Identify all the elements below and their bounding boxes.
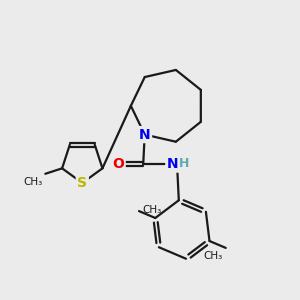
Text: CH₃: CH₃ [142, 205, 162, 214]
Text: N: N [139, 128, 151, 142]
Text: H: H [178, 157, 189, 170]
Text: CH₃: CH₃ [24, 177, 43, 187]
Text: CH₃: CH₃ [204, 251, 223, 261]
Text: N: N [167, 157, 178, 171]
Text: O: O [112, 157, 124, 171]
Text: S: S [77, 176, 87, 190]
